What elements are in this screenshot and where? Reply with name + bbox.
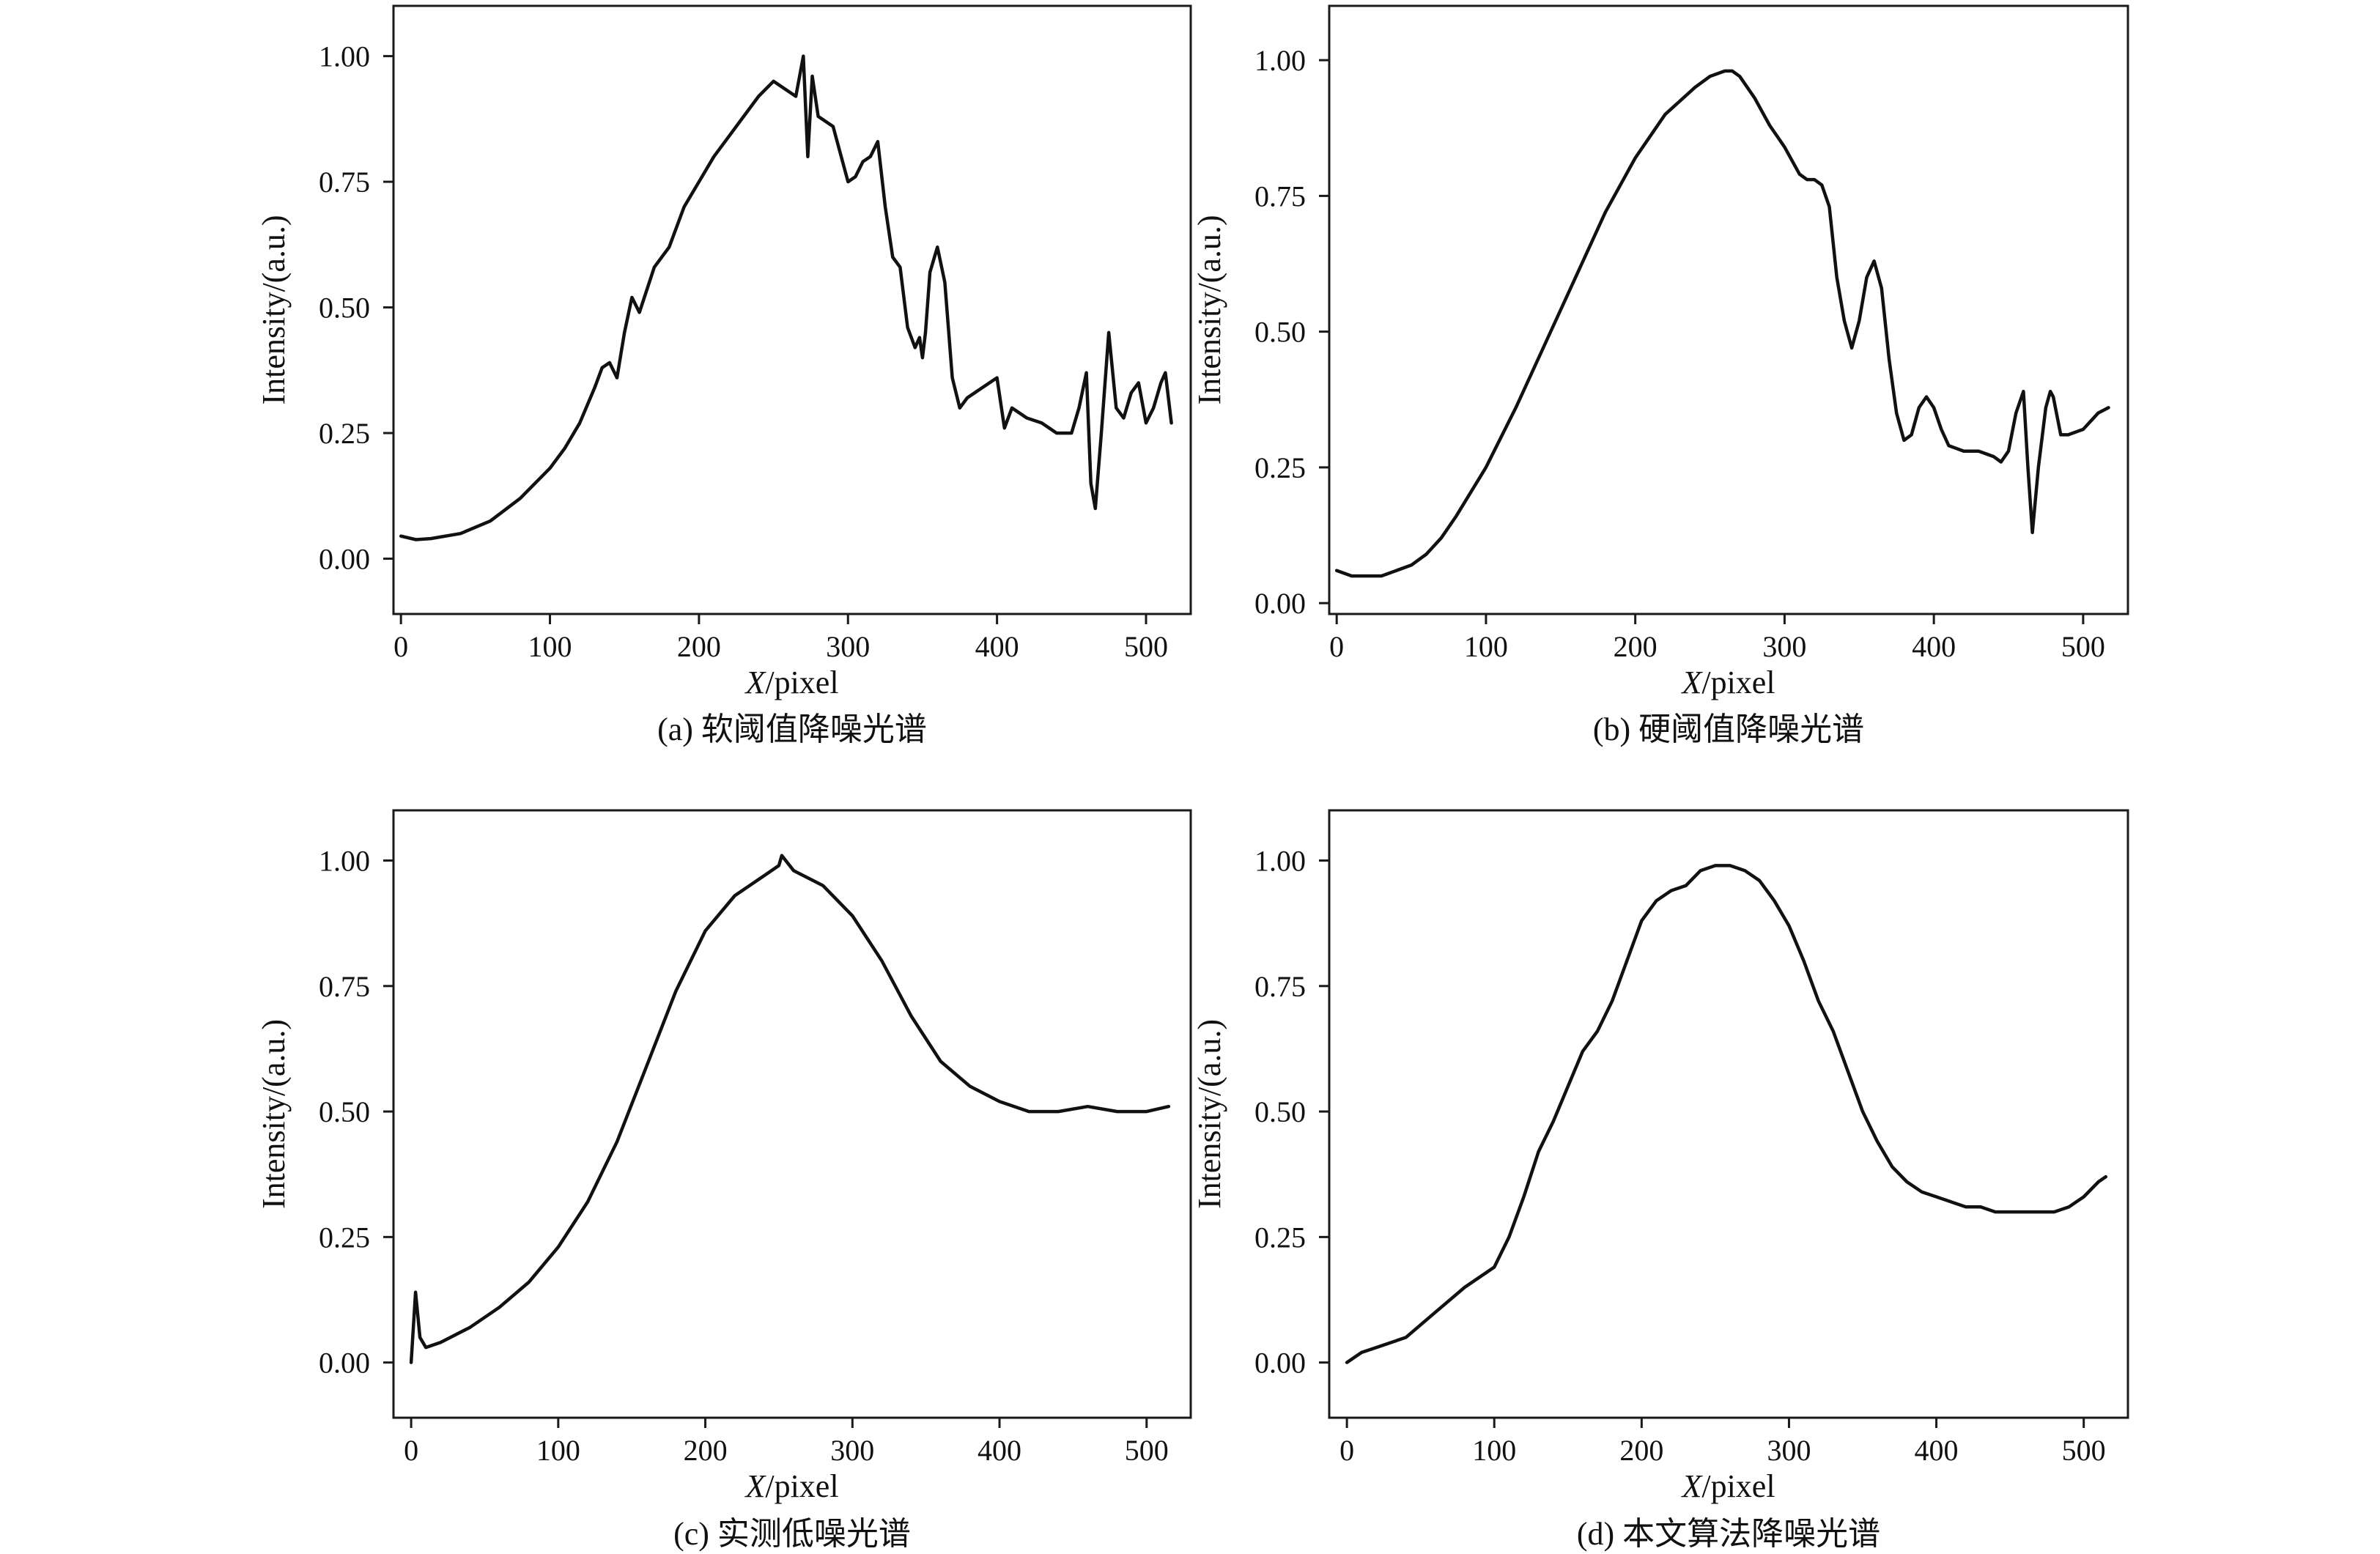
y-tick-label: 1.00 bbox=[1254, 845, 1306, 878]
x-tick-label: 500 bbox=[2061, 630, 2105, 663]
chart-panel-d: 0 100 200 300 400 500 0.00 0.25 0.50 0.75 1.00 X/pi… bbox=[1191, 809, 2129, 1552]
y-tick-label: 0.00 bbox=[319, 543, 370, 576]
plot-frame bbox=[392, 809, 1192, 1419]
x-tick-label: 500 bbox=[1124, 630, 1168, 663]
x-axis-label: X/pixel bbox=[744, 1468, 838, 1504]
y-tick-label: 1.00 bbox=[319, 845, 370, 878]
x-axis-label: X/pixel bbox=[744, 665, 838, 700]
x-tick-label: 500 bbox=[1125, 1434, 1169, 1467]
panel-caption: (c) 实测低噪光谱 bbox=[673, 1516, 911, 1552]
x-tick-label: 300 bbox=[826, 630, 870, 663]
y-tick-label: 0.75 bbox=[1254, 970, 1306, 1003]
y-tick-label: 0.50 bbox=[319, 1095, 370, 1128]
series-line bbox=[1334, 69, 2110, 578]
y-tick-label: 0.75 bbox=[1254, 180, 1306, 212]
x-tick-label: 100 bbox=[1464, 630, 1508, 663]
x-tick-label: 500 bbox=[2062, 1434, 2106, 1467]
x-tick-label: 300 bbox=[830, 1434, 874, 1467]
x-tick-label: 400 bbox=[978, 1434, 1021, 1467]
x-tick-label: 0 bbox=[1329, 630, 1344, 663]
panel-caption: (a) 软阈值降噪光谱 bbox=[657, 711, 927, 747]
y-axis-label: Intensity/(a.u.) bbox=[1191, 1019, 1227, 1209]
x-axis-label: X/pixel bbox=[1680, 665, 1775, 700]
x-tick-label: 0 bbox=[404, 1434, 418, 1467]
y-axis-label: Intensity/(a.u.) bbox=[1191, 215, 1227, 404]
x-tick-label: 200 bbox=[1614, 630, 1658, 663]
panel-caption: (d) 本文算法降噪光谱 bbox=[1577, 1516, 1880, 1552]
x-tick-label: 200 bbox=[1619, 1434, 1663, 1467]
x-tick-label: 400 bbox=[1915, 1434, 1959, 1467]
series-line bbox=[409, 854, 1171, 1364]
x-axis-label: X/pixel bbox=[1680, 1468, 1775, 1504]
x-tick-label: 100 bbox=[528, 630, 572, 663]
y-tick-label: 0.25 bbox=[319, 417, 370, 450]
plot-frame bbox=[1328, 809, 2129, 1419]
y-axis-label: Intensity/(a.u.) bbox=[256, 1019, 292, 1209]
x-tick-label: 300 bbox=[1767, 1434, 1811, 1467]
x-tick-label: 200 bbox=[677, 630, 721, 663]
x-tick-label: 200 bbox=[684, 1434, 728, 1467]
y-tick-label: 1.00 bbox=[319, 40, 370, 73]
x-tick-label: 400 bbox=[975, 630, 1019, 663]
y-tick-label: 0.25 bbox=[1254, 1221, 1306, 1254]
y-tick-label: 0.00 bbox=[319, 1347, 370, 1380]
y-tick-label: 0.25 bbox=[319, 1221, 370, 1254]
x-tick-label: 400 bbox=[1912, 630, 1956, 663]
chart-panel-c: 0 100 200 300 400 500 0.00 0.25 0.50 0.75 1.00 X/pi… bbox=[256, 809, 1192, 1552]
x-tick-label: 100 bbox=[1472, 1434, 1516, 1467]
x-tick-label: 300 bbox=[1762, 630, 1806, 663]
series-line bbox=[1345, 864, 2108, 1364]
y-tick-label: 0.00 bbox=[1254, 1347, 1306, 1380]
y-tick-label: 0.50 bbox=[1254, 1095, 1306, 1128]
y-tick-label: 0.75 bbox=[319, 970, 370, 1003]
chart-panel-b: 0 100 200 300 400 500 0.00 0.25 0.50 0.75 1.00 X/pi… bbox=[1191, 4, 2129, 747]
y-tick-label: 0.50 bbox=[1254, 316, 1306, 349]
series-line bbox=[399, 54, 1173, 541]
y-tick-label: 0.75 bbox=[319, 166, 370, 199]
y-tick-label: 1.00 bbox=[1254, 44, 1306, 77]
panel-caption: (b) 硬阈值降噪光谱 bbox=[1593, 711, 1864, 747]
y-tick-label: 0.50 bbox=[319, 292, 370, 325]
y-tick-label: 0.00 bbox=[1254, 587, 1306, 620]
plot-frame bbox=[1328, 4, 2129, 615]
chart-panel-a: 0 100 200 300 400 500 0.00 0.25 0.50 0.75 1.00 X/pi… bbox=[256, 4, 1192, 747]
x-tick-label: 0 bbox=[1339, 1434, 1354, 1467]
y-tick-label: 0.25 bbox=[1254, 451, 1306, 484]
y-axis-label: Intensity/(a.u.) bbox=[256, 215, 292, 404]
x-tick-label: 0 bbox=[393, 630, 408, 663]
plot-frame bbox=[392, 4, 1192, 615]
x-tick-label: 100 bbox=[536, 1434, 580, 1467]
